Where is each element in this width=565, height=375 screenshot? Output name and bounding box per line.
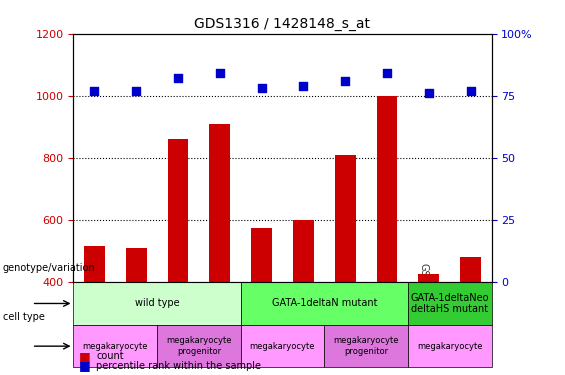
Point (424, 90, 433, 96)
Text: count: count (96, 351, 124, 361)
Text: megakaryocyte: megakaryocyte (250, 342, 315, 351)
FancyBboxPatch shape (73, 325, 157, 368)
FancyBboxPatch shape (241, 282, 408, 325)
Point (299, 83, 308, 89)
Point (215, 70, 224, 76)
Bar (293, 220, 314, 375)
Text: megakaryocyte
progenitor: megakaryocyte progenitor (166, 336, 232, 356)
Text: ■: ■ (79, 359, 91, 372)
Title: GDS1316 / 1428148_s_at: GDS1316 / 1428148_s_at (194, 17, 371, 32)
Point (466, 88, 475, 94)
Bar (125, 248, 147, 375)
Bar (418, 274, 440, 375)
Bar (334, 155, 356, 375)
Text: ■: ■ (79, 350, 91, 363)
FancyBboxPatch shape (408, 325, 492, 368)
Bar (84, 246, 105, 375)
Bar (377, 96, 398, 375)
FancyBboxPatch shape (73, 282, 241, 325)
Text: genotype/variation: genotype/variation (3, 263, 95, 273)
Point (341, 78, 350, 84)
Bar (460, 257, 481, 375)
Text: cell type: cell type (3, 312, 45, 322)
Bar (167, 139, 189, 375)
FancyBboxPatch shape (241, 325, 324, 368)
Text: GATA-1deltaNeo
deltaHS mutant: GATA-1deltaNeo deltaHS mutant (411, 292, 489, 314)
Point (173, 75, 182, 81)
Point (383, 70, 392, 76)
Text: megakaryocyte: megakaryocyte (417, 342, 483, 351)
Text: wild type: wild type (135, 298, 179, 309)
FancyBboxPatch shape (157, 325, 241, 368)
Text: megakaryocyte
progenitor: megakaryocyte progenitor (333, 336, 399, 356)
Point (132, 88, 141, 94)
Point (90, 88, 99, 94)
Bar (209, 124, 231, 375)
Text: megakaryocyte: megakaryocyte (82, 342, 148, 351)
FancyBboxPatch shape (324, 325, 408, 368)
Bar (251, 228, 272, 375)
Point (257, 86, 266, 92)
FancyBboxPatch shape (408, 282, 492, 325)
Text: GATA-1deltaN mutant: GATA-1deltaN mutant (272, 298, 377, 309)
Text: percentile rank within the sample: percentile rank within the sample (96, 361, 261, 370)
